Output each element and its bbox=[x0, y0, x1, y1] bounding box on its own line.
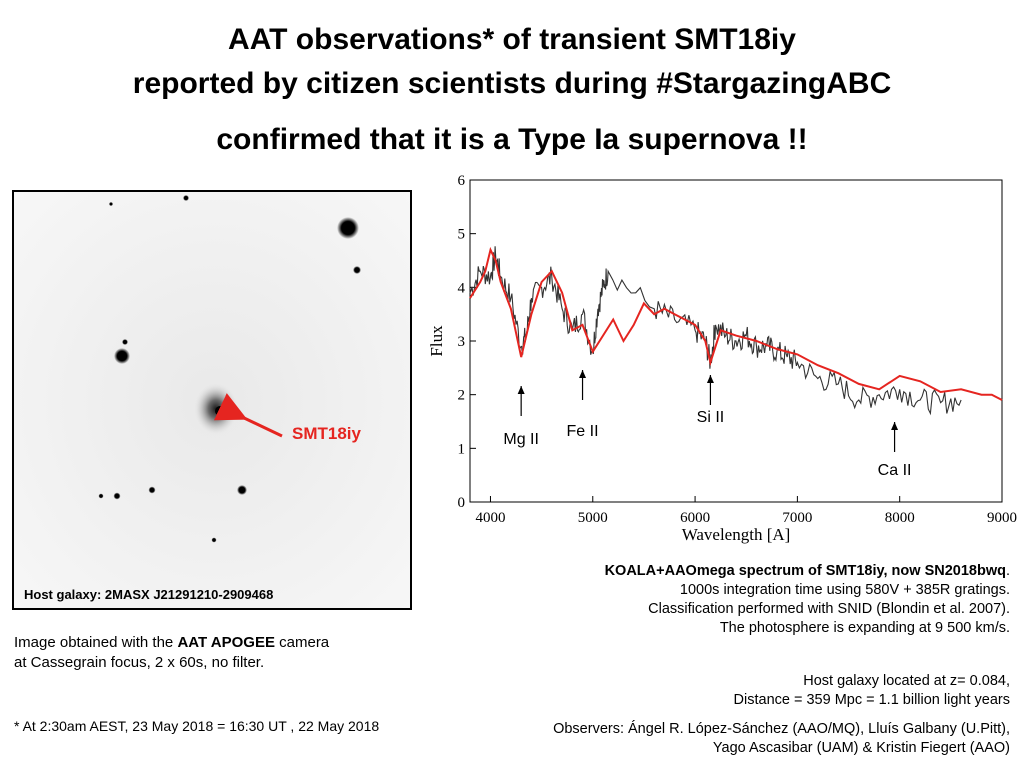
star bbox=[98, 493, 104, 499]
y-axis-label: Flux bbox=[427, 325, 446, 357]
caption-text-post: camera bbox=[274, 634, 330, 651]
star bbox=[237, 485, 247, 495]
template-spectrum-line bbox=[469, 246, 1003, 401]
observers-line-2: Yago Ascasibar (UAM) & Kristin Fiegert (… bbox=[712, 740, 1010, 756]
y-tick-label: 4 bbox=[458, 280, 466, 296]
transient-arrow bbox=[213, 393, 283, 438]
annotation-arrowhead bbox=[517, 386, 525, 394]
y-tick-label: 5 bbox=[458, 227, 466, 243]
title-line-3: confirmed that it is a Type Ia supernova… bbox=[216, 123, 808, 156]
annotation-arrowhead bbox=[706, 375, 714, 383]
x-tick-label: 6000 bbox=[680, 510, 710, 526]
x-tick-label: 5000 bbox=[578, 510, 608, 526]
line-label: Ca II bbox=[878, 462, 912, 479]
annotation-arrowhead bbox=[579, 370, 587, 378]
y-tick-label: 2 bbox=[458, 388, 466, 404]
line-label: Si II bbox=[697, 409, 725, 426]
observers: Observers: Ángel R. López-Sánchez (AAO/M… bbox=[553, 720, 1010, 758]
star bbox=[211, 537, 217, 543]
spectrum-caption-line-4: The photosphere is expanding at 9 500 km… bbox=[719, 620, 1010, 636]
y-tick-label: 3 bbox=[458, 334, 466, 350]
host-galaxy-label: Host galaxy: 2MASX J21291210-2909468 bbox=[24, 587, 274, 602]
star bbox=[113, 492, 121, 500]
bright-star bbox=[337, 217, 359, 239]
caption-camera-name: AAT APOGEE bbox=[177, 634, 275, 651]
x-axis-label: Wavelength [A] bbox=[682, 525, 791, 544]
star bbox=[148, 486, 156, 494]
caption-text-pre: Image obtained with the bbox=[14, 634, 178, 651]
x-tick-label: 9000 bbox=[987, 510, 1017, 526]
star bbox=[109, 202, 113, 206]
spectrum-caption: KOALA+AAOmega spectrum of SMT18iy, now S… bbox=[605, 562, 1010, 638]
x-tick-label: 4000 bbox=[475, 510, 505, 526]
line-label: Mg II bbox=[503, 431, 539, 448]
x-tick-label: 7000 bbox=[782, 510, 812, 526]
host-redshift: Host galaxy located at z= 0.084, bbox=[803, 673, 1010, 689]
spectrum-caption-title: KOALA+AAOmega spectrum of SMT18iy, now S… bbox=[604, 563, 1006, 579]
line-label: Fe II bbox=[567, 423, 599, 440]
y-tick-label: 6 bbox=[458, 173, 466, 189]
y-tick-label: 1 bbox=[458, 441, 466, 457]
sky-image-canvas bbox=[14, 192, 410, 608]
star bbox=[122, 339, 128, 345]
spectrum-caption-line-2: 1000s integration time using 580V + 385R… bbox=[679, 582, 1010, 598]
annotation-arrowhead bbox=[891, 422, 899, 430]
transient-label: SMT18iy bbox=[292, 424, 361, 443]
title-line-2: reported by citizen scientists during #S… bbox=[132, 67, 892, 100]
title-line-1: AAT observations* of transient SMT18iy bbox=[228, 23, 796, 56]
host-distance: Distance = 359 Mpc = 1.1 billion light y… bbox=[733, 692, 1010, 708]
star bbox=[183, 195, 189, 201]
star bbox=[353, 266, 361, 274]
caption-line-2: at Cassegrain focus, 2 x 60s, no filter. bbox=[14, 654, 265, 671]
observers-line-1: Observers: Ángel R. López-Sánchez (AAO/M… bbox=[553, 721, 1010, 737]
x-tick-label: 8000 bbox=[885, 510, 915, 526]
host-info: Host galaxy located at z= 0.084, Distanc… bbox=[734, 672, 1010, 710]
observed-spectrum-line bbox=[469, 246, 962, 416]
sky-image: SMT18iy Host galaxy: 2MASX J21291210-290… bbox=[12, 190, 412, 610]
transient-point bbox=[215, 406, 225, 416]
image-caption: Image obtained with the AAT APOGEE camer… bbox=[14, 633, 329, 673]
spectrum-caption-period: . bbox=[1005, 563, 1010, 579]
star bbox=[114, 348, 130, 364]
spectrum-caption-line-3: Classification performed with SNID (Blon… bbox=[648, 601, 1010, 617]
spectrum-chart: 0 1 2 3 4 5 6 4000 5000 6000 7000 8000 9000 Mg II Fe… bbox=[427, 173, 1017, 544]
footnote: * At 2:30am AEST, 23 May 2018 = 16:30 UT… bbox=[14, 718, 380, 734]
y-tick-label: 0 bbox=[458, 495, 466, 511]
